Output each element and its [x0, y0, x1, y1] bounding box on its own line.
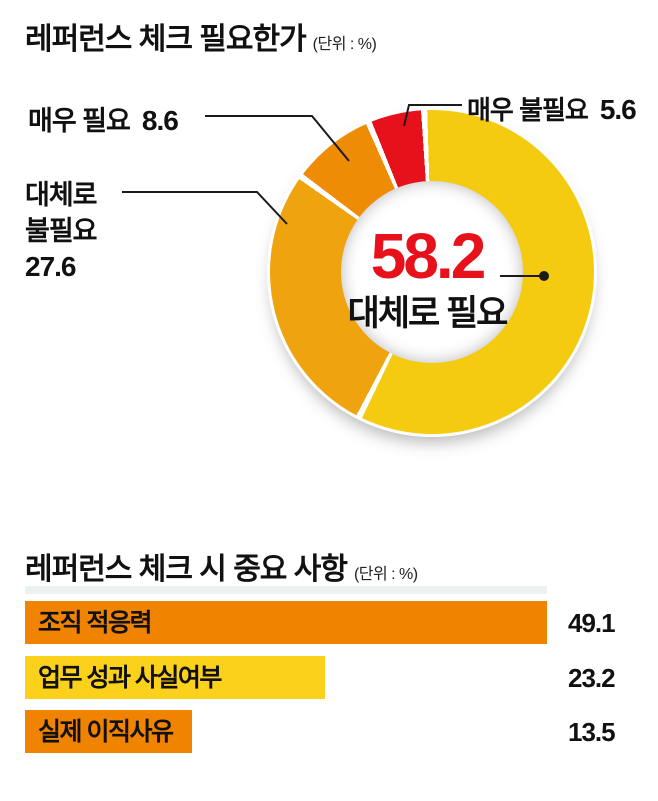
callout-very-unneeded-value: 5.6: [599, 94, 637, 125]
callout-mostly-unneeded-value: 27.6: [25, 251, 76, 282]
bar-row: 실제 이직사유 13.5: [25, 710, 658, 753]
donut-section-title: 레퍼런스 체크 필요한가 (단위 : %): [25, 14, 377, 58]
bar-label: 업무 성과 사실여부: [38, 664, 222, 692]
bar-row: 업무 성과 사실여부 23.2: [25, 656, 658, 699]
bar-value: 13.5: [568, 717, 616, 747]
callout-very-needed-label: 매우 필요: [28, 106, 131, 136]
callout-mostly-unneeded-line1: 대체로: [25, 180, 98, 210]
callout-very-unneeded: 매우 불필요 5.6: [467, 90, 637, 127]
callout-mostly-unneeded: 대체로 불필요 27.6: [25, 177, 98, 285]
callout-very-needed-value: 8.6: [141, 105, 179, 136]
unit-label: (단위 : %): [312, 36, 377, 53]
divider: [25, 586, 547, 594]
callout-very-needed: 매우 필요 8.6: [28, 99, 179, 138]
donut-hole: [341, 181, 523, 363]
bar-fill: 업무 성과 사실여부: [25, 656, 325, 699]
bar-unit-label: (단위 : %): [353, 566, 418, 583]
bar-value: 23.2: [568, 663, 616, 693]
bar-row: 조직 적응력 49.1: [25, 601, 658, 644]
page-title: 레퍼런스 체크 필요한가: [25, 23, 307, 56]
callout-mostly-unneeded-line2: 불필요: [25, 216, 98, 246]
bar-chart-title: 레퍼런스 체크 시 중요 사항: [25, 553, 348, 586]
bar-value: 49.1: [568, 608, 616, 638]
callout-very-unneeded-label: 매우 불필요: [467, 95, 589, 125]
donut-chart: [267, 107, 597, 437]
bar-label: 조직 적응력: [38, 609, 152, 637]
bar-section-title: 레퍼런스 체크 시 중요 사항 (단위 : %): [25, 544, 418, 588]
leader-line-mostly-unneeded: [122, 191, 288, 225]
bar-label: 실제 이직사유: [38, 718, 174, 746]
bar-fill: 조직 적응력: [25, 601, 547, 644]
bar-fill: 실제 이직사유: [25, 710, 192, 753]
